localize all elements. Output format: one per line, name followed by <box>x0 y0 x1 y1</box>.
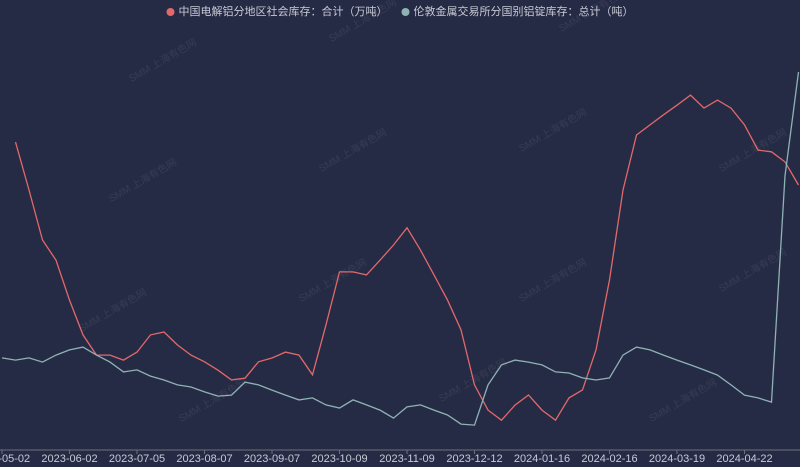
x-tick-label: 2023-09-07 <box>244 453 300 465</box>
x-tick-label: 2024-02-16 <box>581 453 637 465</box>
legend-marker <box>166 8 175 16</box>
x-tick-label: 2023-06-02 <box>41 453 97 465</box>
x-tick-label: 2023-10-09 <box>311 453 367 465</box>
x-tick-label: 2023-08-07 <box>176 453 232 465</box>
legend-label: 中国电解铝分地区社会库存：合计（万吨） <box>179 4 388 18</box>
x-tick-label: 2024-04-22 <box>716 453 772 465</box>
x-tick-label: 2023-11-09 <box>379 453 434 465</box>
x-tick-label: 2023-07-05 <box>109 453 165 465</box>
x-tick-label: 2023-05-02 <box>0 453 30 465</box>
series-line <box>1 71 800 426</box>
x-tick-label: 2023-12-12 <box>446 453 502 465</box>
legend-marker <box>401 8 410 16</box>
x-tick-label: 2024-03-19 <box>649 453 705 465</box>
legend-label: 伦敦金属交易所分国别铝锭库存：总计（吨） <box>414 4 634 18</box>
legend: 中国电解铝分地区社会库存：合计（万吨） 伦敦金属交易所分国别铝锭库存：总计（吨） <box>166 4 634 18</box>
x-tick-label: 2024-01-16 <box>514 453 570 465</box>
series-line <box>14 94 800 422</box>
